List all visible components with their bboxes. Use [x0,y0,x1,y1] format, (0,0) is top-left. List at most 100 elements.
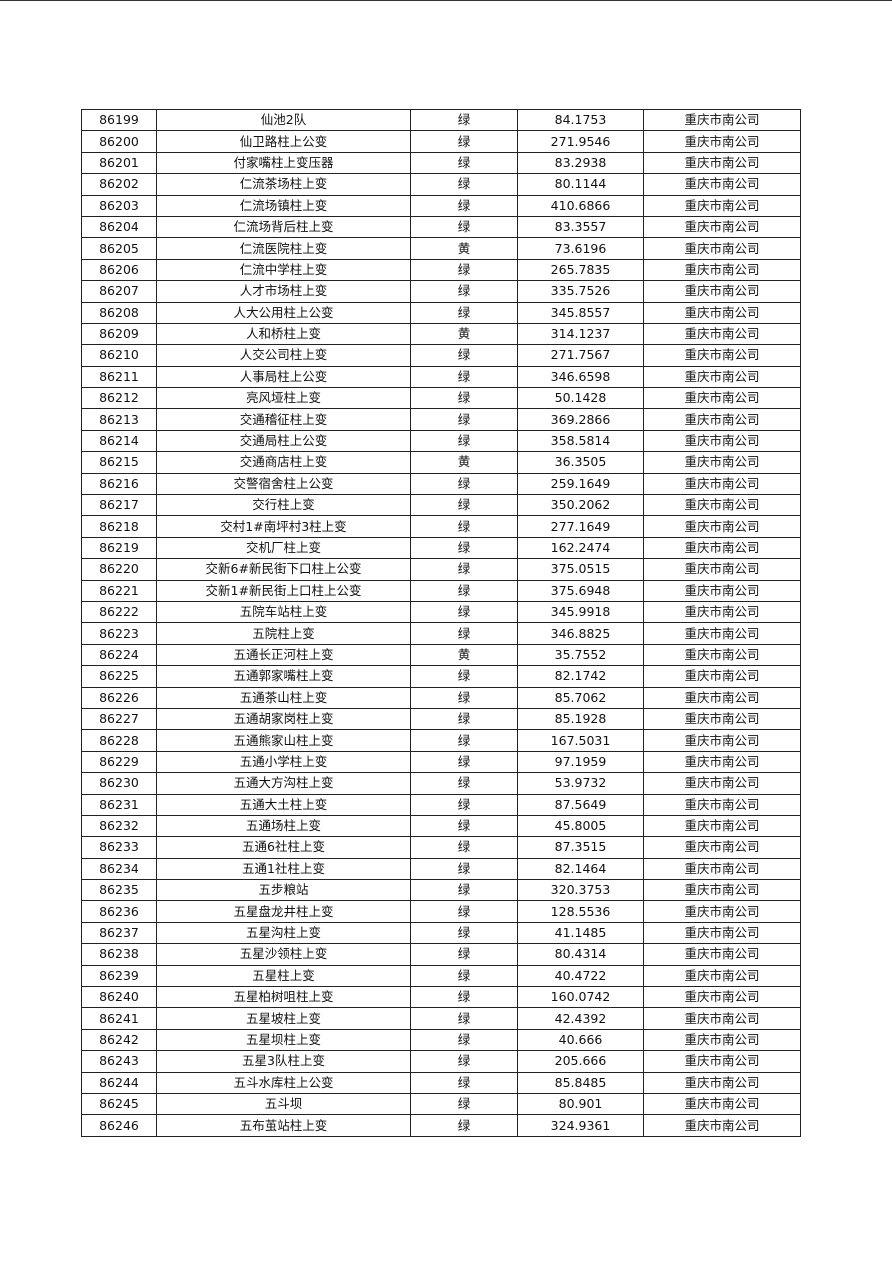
cell-name: 五星柏树咀柱上变 [156,986,411,1009]
table-row: 86245 五斗坝绿 80.901 重庆市南公司 [81,1092,801,1116]
cell-value: 162.2474 [517,536,644,560]
cell-name: 五通长正河柱上变 [156,643,411,667]
table-row: 86236 五星盘龙井柱上变绿 128.5536 重庆市南公司 [81,900,801,923]
table-row: 86218 交村1#南坪村3柱上变绿 277.1649 重庆市南公司 [81,515,801,538]
cell-name: 五通小学柱上变 [156,750,411,774]
cell-id: 86229 [81,750,157,774]
cell-status: 绿 [410,1092,518,1116]
cell-name: 仁流场镇柱上变 [156,194,411,217]
cell-status: 绿 [410,943,518,966]
cell-id: 86226 [81,686,157,709]
table-row: 86224 五通长正河柱上变黄 35.7552 重庆市南公司 [81,643,801,667]
cell-status: 绿 [410,814,518,838]
cell-company: 重庆市南公司 [643,194,801,217]
cell-value: 40.666 [517,1028,644,1052]
cell-value: 87.5649 [517,793,644,816]
cell-name: 五星坝柱上变 [156,1028,411,1052]
cell-id: 86234 [81,857,157,881]
table-row: 86202 仁流茶场柱上变绿 80.1144 重庆市南公司 [81,173,801,196]
cell-name: 仁流中学柱上变 [156,258,411,282]
cell-name: 五星3队柱上变 [156,1050,411,1073]
cell-id: 86209 [81,322,157,346]
cell-company: 重庆市南公司 [643,836,801,859]
cell-status: 绿 [410,1028,518,1052]
cell-value: 35.7552 [517,643,644,667]
cell-value: 53.9732 [517,772,644,795]
cell-value: 73.6196 [517,237,644,260]
cell-company: 重庆市南公司 [643,643,801,667]
cell-id: 86227 [81,707,157,731]
cell-status: 绿 [410,108,518,132]
table-row: 86232 五通场柱上变绿 45.8005 重庆市南公司 [81,814,801,838]
cell-status: 黄 [410,237,518,260]
cell-name: 人和桥柱上变 [156,322,411,346]
cell-name: 交村1#南坪村3柱上变 [156,515,411,538]
cell-id: 86241 [81,1007,157,1030]
table-row: 86242 五星坝柱上变绿 40.666 重庆市南公司 [81,1028,801,1052]
table-row: 86233 五通6社柱上变绿 87.3515 重庆市南公司 [81,836,801,859]
cell-value: 80.4314 [517,943,644,966]
cell-company: 重庆市南公司 [643,1028,801,1052]
table-body: 86199 仙池2队绿 84.1753 重庆市南公司 86200 仙卫路柱上公变绿 271.… [81,108,801,1137]
cell-value: 346.6598 [517,365,644,389]
cell-id: 86228 [81,729,157,752]
cell-company: 重庆市南公司 [643,1007,801,1030]
cell-company: 重庆市南公司 [643,921,801,945]
cell-id: 86236 [81,900,157,923]
cell-name: 人大公用柱上公变 [156,301,411,324]
cell-company: 重庆市南公司 [643,258,801,282]
cell-id: 86217 [81,494,157,517]
cell-company: 重庆市南公司 [643,215,801,239]
cell-company: 重庆市南公司 [643,322,801,346]
cell-status: 绿 [410,600,518,624]
cell-id: 86204 [81,215,157,239]
cell-company: 重庆市南公司 [643,900,801,923]
cell-company: 重庆市南公司 [643,729,801,752]
cell-value: 36.3505 [517,451,644,474]
cell-status: 绿 [410,665,518,688]
cell-status: 绿 [410,1050,518,1073]
cell-name: 仁流茶场柱上变 [156,173,411,196]
cell-id: 86233 [81,836,157,859]
table-row: 86208 人大公用柱上公变绿 345.8557 重庆市南公司 [81,301,801,324]
cell-value: 128.5536 [517,900,644,923]
cell-name: 人事局柱上公变 [156,365,411,389]
cell-value: 350.2062 [517,494,644,517]
cell-name: 五星盘龙井柱上变 [156,900,411,923]
table-row: 86239 五星柱上变绿 40.4722 重庆市南公司 [81,964,801,988]
cell-value: 259.1649 [517,472,644,496]
cell-id: 86218 [81,515,157,538]
table-row: 86234 五通1社柱上变绿 82.1464 重庆市南公司 [81,857,801,881]
cell-value: 358.5814 [517,429,644,453]
table-row: 86216 交警宿舍柱上公变绿 259.1649 重庆市南公司 [81,472,801,496]
cell-status: 绿 [410,173,518,196]
table-row: 86206 仁流中学柱上变绿 265.7835 重庆市南公司 [81,258,801,282]
cell-name: 交通局柱上公变 [156,429,411,453]
cell-status: 黄 [410,451,518,474]
table-row: 86220 交新6#新民街下口柱上公变绿 375.0515 重庆市南公司 [81,558,801,581]
cell-name: 仁流场背后柱上变 [156,215,411,239]
cell-name: 仁流医院柱上变 [156,237,411,260]
cell-value: 205.666 [517,1050,644,1073]
table-row: 86229 五通小学柱上变绿 97.1959 重庆市南公司 [81,750,801,774]
cell-id: 86212 [81,387,157,410]
cell-status: 绿 [410,194,518,217]
cell-id: 86240 [81,986,157,1009]
cell-value: 85.8485 [517,1071,644,1094]
cell-value: 271.7567 [517,344,644,367]
cell-status: 绿 [410,986,518,1009]
cell-name: 五院车站柱上变 [156,600,411,624]
table-row: 86207 人才市场柱上变绿 335.7526 重庆市南公司 [81,280,801,303]
cell-id: 86230 [81,772,157,795]
cell-company: 重庆市南公司 [643,943,801,966]
cell-id: 86246 [81,1114,157,1137]
cell-name: 五通胡家岗柱上变 [156,707,411,731]
cell-value: 320.3753 [517,879,644,902]
cell-id: 86231 [81,793,157,816]
cell-name: 仙卫路柱上公变 [156,130,411,153]
table-row: 86221 交新1#新民街上口柱上公变绿 375.6948 重庆市南公司 [81,579,801,602]
table-row: 86240 五星柏树咀柱上变绿 160.0742 重庆市南公司 [81,986,801,1009]
cell-id: 86202 [81,173,157,196]
table-row: 86212 亮风垭柱上变绿 50.1428 重庆市南公司 [81,387,801,410]
cell-id: 86199 [81,108,157,132]
